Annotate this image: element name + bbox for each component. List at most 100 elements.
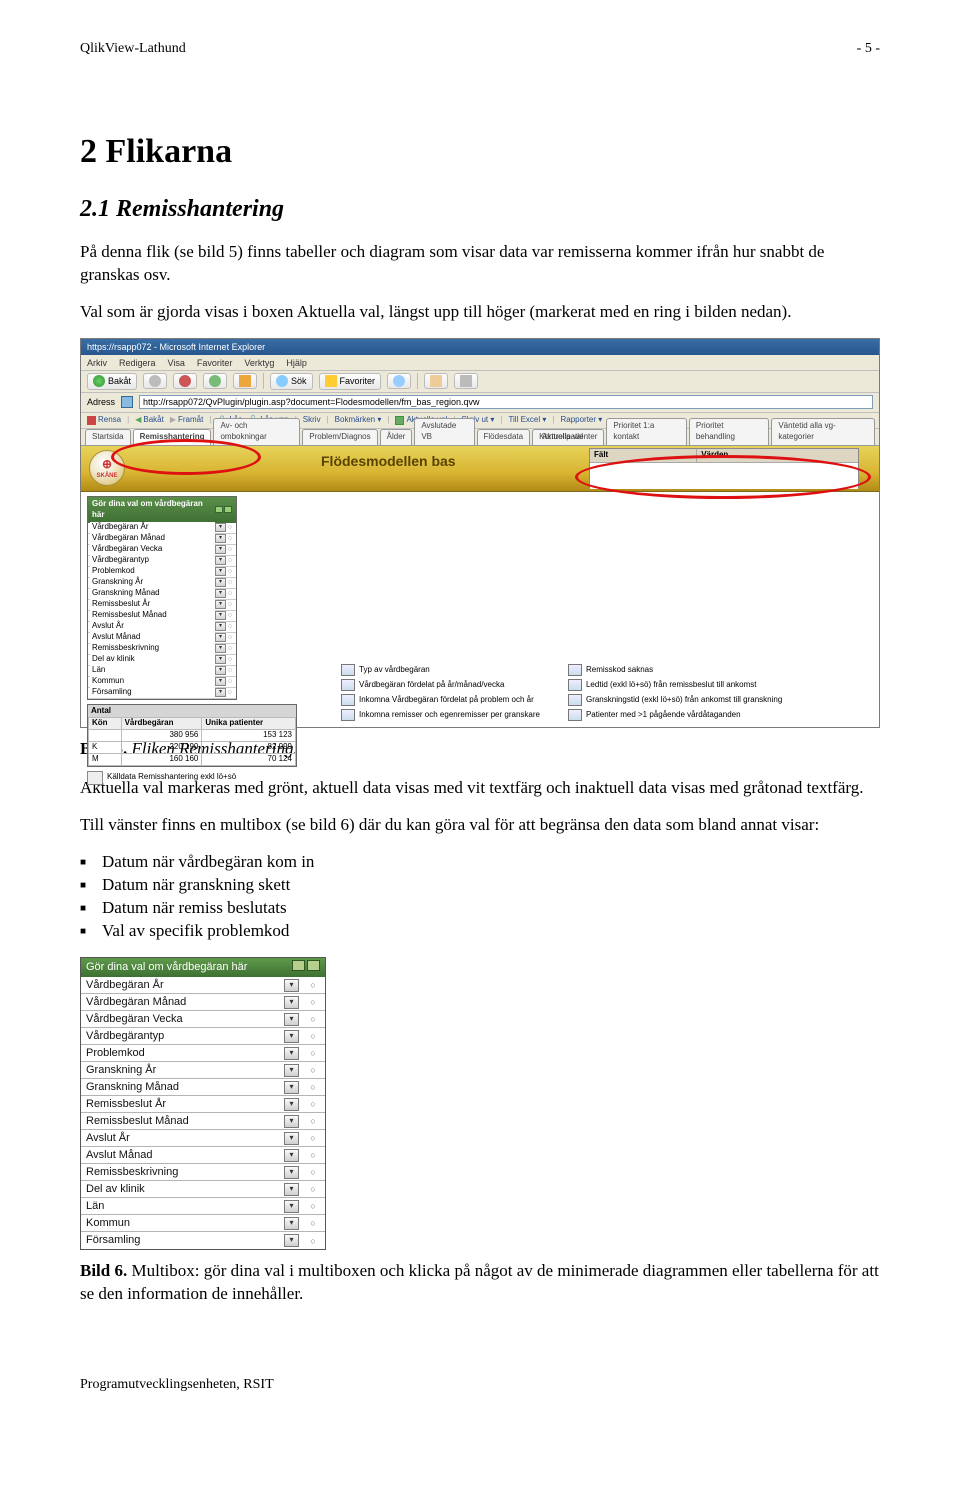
multibox-row[interactable]: Län▾○ [88, 666, 236, 677]
mail-button[interactable] [424, 373, 448, 389]
dropdown-icon[interactable]: ▾ [215, 578, 226, 587]
multibox-row[interactable]: Vårdbegärantyp▾○ [88, 556, 236, 567]
dropdown-icon[interactable]: ▾ [215, 534, 226, 543]
qv-bokmarken[interactable]: Bokmärken ▾ [335, 415, 382, 426]
minimized-chart-item[interactable]: Remisskod saknas [568, 664, 782, 676]
dropdown-icon[interactable]: ▾ [215, 633, 226, 642]
minimize-icon[interactable] [292, 960, 305, 971]
tab-prioritet-1-a-kontakt[interactable]: Prioritet 1:a kontakt [606, 418, 686, 445]
dropdown-icon[interactable]: ▾ [215, 622, 226, 631]
multibox-row[interactable]: Församling▾○ [81, 1232, 325, 1249]
dropdown-icon[interactable]: ▾ [284, 1115, 299, 1128]
qv-excel[interactable]: Till Excel ▾ [508, 415, 546, 426]
multibox-row[interactable]: Avslut Månad▾○ [88, 633, 236, 644]
multibox-row[interactable]: Vårdbegäran År▾○ [81, 977, 325, 994]
dropdown-icon[interactable]: ▾ [284, 1200, 299, 1213]
dropdown-icon[interactable]: ▾ [215, 545, 226, 554]
address-input[interactable] [139, 395, 873, 409]
tab-startsida[interactable]: Startsida [85, 429, 131, 445]
menu-favoriter[interactable]: Favoriter [197, 357, 233, 368]
multibox-row[interactable]: Kommun▾○ [81, 1215, 325, 1232]
multibox-row[interactable]: Granskning Månad▾○ [88, 589, 236, 600]
multibox-row[interactable]: Församling▾○ [88, 688, 236, 699]
tab-prioritet-behandling[interactable]: Prioritet behandling [689, 418, 769, 445]
history-button[interactable] [387, 373, 411, 389]
dropdown-icon[interactable]: ▾ [284, 1081, 299, 1094]
multibox-row[interactable]: Vårdbegärantyp▾○ [81, 1028, 325, 1045]
multibox-row[interactable]: Del av klinik▾○ [88, 655, 236, 666]
dropdown-icon[interactable]: ▾ [215, 666, 226, 675]
dropdown-icon[interactable]: ▾ [284, 1047, 299, 1060]
multibox-row[interactable]: Remissbeslut Månad▾○ [81, 1113, 325, 1130]
qv-framat[interactable]: ▶Framåt [170, 415, 204, 426]
multibox-row[interactable]: Granskning År▾○ [81, 1062, 325, 1079]
menu-hjalp[interactable]: Hjälp [286, 357, 307, 368]
dropdown-icon[interactable]: ▾ [215, 556, 226, 565]
multibox-row[interactable]: Vårdbegäran År▾○ [88, 523, 236, 534]
multibox-row[interactable]: Vårdbegäran Månad▾○ [88, 534, 236, 545]
kalldata-row[interactable]: Källdata Remisshantering exkl lö+sö [87, 771, 297, 785]
qv-rapporter[interactable]: Rapporter ▾ [560, 415, 602, 426]
multibox-row[interactable]: Granskning År▾○ [88, 578, 236, 589]
qv-rensa[interactable]: Rensa [87, 415, 121, 426]
dropdown-icon[interactable]: ▾ [284, 1183, 299, 1196]
multibox-row[interactable]: Remissbeskrivning▾○ [81, 1164, 325, 1181]
multibox-row[interactable]: Del av klinik▾○ [81, 1181, 325, 1198]
dropdown-icon[interactable]: ▾ [215, 688, 226, 697]
print-button[interactable] [454, 373, 478, 389]
dropdown-icon[interactable]: ▾ [215, 600, 226, 609]
home-button[interactable] [233, 373, 257, 389]
minimized-chart-item[interactable]: Inkomna remisser och egenremisser per gr… [341, 709, 540, 721]
minimized-chart-item[interactable]: Typ av vårdbegäran [341, 664, 540, 676]
minimized-chart-item[interactable]: Ledtid (exkl lö+sö) från remissbeslut ti… [568, 679, 782, 691]
multibox-row[interactable]: Kommun▾○ [88, 677, 236, 688]
stop-button[interactable] [173, 373, 197, 389]
dropdown-icon[interactable]: ▾ [284, 1166, 299, 1179]
multibox-row[interactable]: Avslut Månad▾○ [81, 1147, 325, 1164]
multibox-row[interactable]: Län▾○ [81, 1198, 325, 1215]
multibox-row[interactable]: Problemkod▾○ [81, 1045, 325, 1062]
qv-skriv[interactable]: Skriv [303, 415, 321, 426]
refresh-button[interactable] [203, 373, 227, 389]
multibox-row[interactable]: Remissbeslut Månad▾○ [88, 611, 236, 622]
minimized-chart-item[interactable]: Inkomna Vårdbegäran fördelat på problem … [341, 694, 540, 706]
multibox-row[interactable]: Remissbeskrivning▾○ [88, 644, 236, 655]
menu-visa[interactable]: Visa [168, 357, 185, 368]
multibox-row[interactable]: Avslut År▾○ [81, 1130, 325, 1147]
multibox-row[interactable]: Avslut År▾○ [88, 622, 236, 633]
search-button[interactable]: Sök [270, 373, 313, 389]
menu-verktyg[interactable]: Verktyg [244, 357, 274, 368]
dropdown-icon[interactable]: ▾ [284, 1217, 299, 1230]
dropdown-icon[interactable]: ▾ [284, 1098, 299, 1111]
back-button[interactable]: Bakåt [87, 373, 137, 389]
dropdown-icon[interactable]: ▾ [215, 655, 226, 664]
dropdown-icon[interactable]: ▾ [284, 1013, 299, 1026]
dropdown-icon[interactable]: ▾ [284, 1132, 299, 1145]
dropdown-icon[interactable]: ▾ [284, 1234, 299, 1247]
dropdown-icon[interactable]: ▾ [284, 1064, 299, 1077]
multibox-row[interactable]: Remissbeslut År▾○ [81, 1096, 325, 1113]
dropdown-icon[interactable]: ▾ [215, 589, 226, 598]
dropdown-icon[interactable]: ▾ [284, 979, 299, 992]
forward-button[interactable] [143, 373, 167, 389]
dropdown-icon[interactable]: ▾ [215, 644, 226, 653]
dropdown-icon[interactable]: ▾ [215, 567, 226, 576]
multibox-row[interactable]: Problemkod▾○ [88, 567, 236, 578]
dropdown-icon[interactable]: ▾ [284, 1149, 299, 1162]
dropdown-icon[interactable]: ▾ [215, 611, 226, 620]
minimized-chart-item[interactable]: Granskningstid (exkl lö+sö) från ankomst… [568, 694, 782, 706]
menu-arkiv[interactable]: Arkiv [87, 357, 107, 368]
favorites-button[interactable]: Favoriter [319, 373, 382, 389]
menu-redigera[interactable]: Redigera [119, 357, 156, 368]
tab-fl-desdata[interactable]: Flödesdata [477, 429, 531, 445]
multibox-row[interactable]: Vårdbegäran Månad▾○ [81, 994, 325, 1011]
qv-bakat[interactable]: ◀Bakåt [135, 415, 164, 426]
dropdown-icon[interactable]: ▾ [284, 996, 299, 1009]
minimized-chart-item[interactable]: Vårdbegäran fördelat på år/månad/vecka [341, 679, 540, 691]
maximize-icon[interactable] [307, 960, 320, 971]
multibox-row[interactable]: Granskning Månad▾○ [81, 1079, 325, 1096]
multibox-row[interactable]: Vårdbegäran Vecka▾○ [81, 1011, 325, 1028]
dropdown-icon[interactable]: ▾ [284, 1030, 299, 1043]
tab-problem-diagnos[interactable]: Problem/Diagnos [302, 429, 377, 445]
tab--lder[interactable]: Ålder [380, 429, 413, 445]
